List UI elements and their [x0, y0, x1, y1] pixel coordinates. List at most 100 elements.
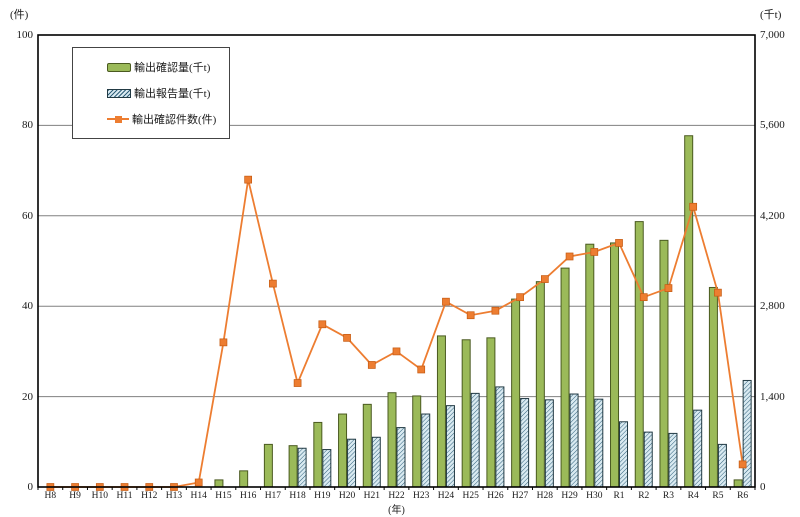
x-axis-category-label: H30 [586, 491, 603, 501]
right-axis-tick-label: 1,400 [760, 390, 785, 403]
x-axis-category-label: H13 [165, 491, 183, 501]
bar-export-report [495, 386, 505, 488]
bar-export-report [742, 379, 752, 488]
left-axis-tick-label: 80 [22, 119, 33, 132]
x-axis-category-label: H24 [437, 491, 455, 501]
x-axis-category-label: H12 [141, 491, 158, 501]
x-axis-category-label: H26 [487, 491, 504, 501]
right-axis-tick-label: 0 [760, 481, 766, 493]
x-axis-category-label: R5 [712, 491, 724, 501]
bar-export-confirmed [733, 479, 743, 488]
line-marker [194, 478, 203, 487]
x-axis-category-label: H23 [413, 491, 430, 501]
bar-export-confirmed [486, 337, 496, 488]
bar-export-confirmed [461, 339, 471, 488]
left-axis-tick-label: 60 [22, 209, 33, 222]
bar-export-confirmed [708, 286, 718, 488]
x-axis-category-label: H19 [314, 491, 331, 501]
x-axis-category-label: H20 [338, 491, 356, 501]
left-axis-tick-label: 100 [16, 29, 34, 41]
bar-export-confirmed [313, 421, 323, 488]
bar-export-report [445, 405, 455, 488]
hatched-bar-swatch-icon [107, 88, 131, 98]
bar-export-confirmed [214, 479, 224, 488]
right-axis-tick-label: 5,600 [760, 119, 785, 132]
line-marker [343, 333, 351, 342]
bar-export-confirmed [684, 135, 694, 488]
x-axis-category-label: H16 [239, 491, 257, 501]
x-axis-category-label: H28 [536, 491, 554, 501]
x-axis-category-label: H11 [116, 491, 133, 501]
bar-export-report [693, 409, 703, 488]
x-axis-category-label: R2 [638, 491, 650, 501]
bar-export-confirmed [659, 239, 669, 488]
line-marker [367, 361, 376, 369]
line-marker [639, 293, 648, 302]
bar-export-report [396, 427, 406, 488]
bar-export-confirmed [263, 443, 273, 488]
line-marker [738, 460, 747, 469]
bar-export-report [619, 421, 629, 488]
bar-export-confirmed [288, 445, 298, 488]
x-axis-category-label: H10 [91, 491, 108, 501]
x-axis-category-label: H25 [462, 491, 479, 501]
line-marker [689, 202, 698, 211]
bar-export-report [347, 438, 357, 488]
bar-export-report [569, 393, 579, 488]
legend-label: 輸出確認量(千t) [134, 62, 211, 74]
bar-export-confirmed [610, 242, 620, 488]
right-axis-unit-label: (千t) [760, 9, 782, 21]
left-axis-tick-label: 40 [22, 300, 33, 313]
bar-export-report [470, 392, 480, 488]
legend-label: 輸出報告量(千t) [134, 88, 211, 100]
line-marker [491, 306, 500, 315]
line-marker [417, 365, 426, 374]
line-marker [565, 252, 574, 261]
bar-export-confirmed [338, 413, 348, 488]
line-marker [219, 338, 228, 347]
x-axis-category-label: H18 [289, 491, 306, 501]
legend-item-confirmed-volume: 輸出確認量(千t) [107, 59, 229, 75]
x-axis-category-label: R1 [613, 491, 625, 501]
x-axis-category-label: H22 [388, 491, 405, 501]
left-axis-unit-label: (件) [10, 9, 29, 21]
x-axis-category-label: H17 [264, 491, 282, 501]
bar-export-report [421, 413, 431, 488]
bar-export-confirmed [412, 395, 422, 488]
bar-export-confirmed [560, 267, 570, 488]
bar-export-confirmed [362, 403, 372, 488]
x-axis-category-label: H21 [363, 491, 380, 501]
line-marker [318, 320, 327, 329]
legend: 輸出確認量(千t) 輸出報告量(千t) 輸出確認件数(件) [72, 47, 230, 139]
x-axis-category-label: H8 [44, 491, 57, 501]
line-marker [466, 311, 475, 320]
x-axis-unit-label: (年) [388, 505, 405, 516]
line-marker [540, 275, 549, 283]
bar-export-report [643, 431, 653, 488]
green-bar-swatch-icon [107, 62, 131, 72]
bar-export-confirmed [535, 281, 545, 488]
right-axis-tick-label: 2,800 [760, 300, 785, 313]
bar-export-confirmed [585, 243, 595, 488]
bar-export-report [297, 447, 307, 488]
legend-item-report-volume: 輸出報告量(千t) [107, 85, 229, 101]
x-axis-category-label: H15 [215, 491, 232, 501]
plot-frame [37, 34, 756, 488]
x-axis-category-label: H14 [190, 491, 207, 501]
line-marker [392, 347, 401, 356]
line-marker [293, 379, 302, 387]
left-axis-tick-label: 20 [22, 390, 33, 403]
right-axis-tick-label: 7,000 [760, 29, 785, 41]
bar-export-confirmed [436, 335, 446, 488]
line-marker [516, 293, 524, 302]
bar-export-confirmed [634, 221, 644, 488]
x-axis-category-label: R3 [662, 491, 674, 501]
bar-export-report [544, 399, 554, 488]
line-marker [615, 239, 623, 247]
x-axis-category-label: H27 [511, 491, 529, 501]
bar-export-confirmed [387, 392, 397, 488]
legend-label: 輸出確認件数(件) [132, 114, 217, 126]
line-marker [590, 248, 599, 256]
line-marker [244, 175, 253, 184]
